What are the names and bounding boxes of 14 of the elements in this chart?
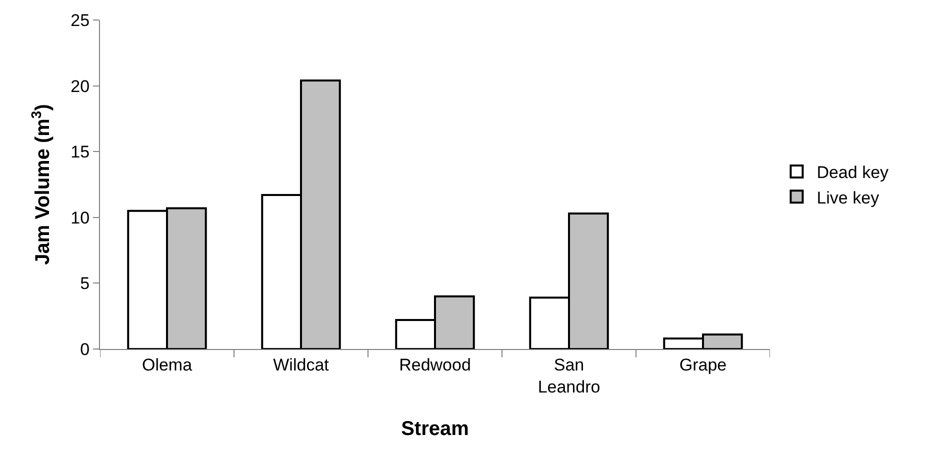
y-tick-label: 0 xyxy=(80,340,90,359)
y-tick-label: 10 xyxy=(70,208,90,228)
legend-label: Live key xyxy=(816,188,880,208)
y-tick-label: 15 xyxy=(70,142,90,162)
y-tick-label: 5 xyxy=(80,274,90,294)
x-tick-label: Redwood xyxy=(399,355,471,374)
x-tick-label: Olema xyxy=(142,355,193,374)
legend-label: Dead key xyxy=(816,163,890,182)
x-tick-label: Wildcat xyxy=(273,355,330,374)
x-axis-title: Stream xyxy=(401,418,469,440)
x-tick-label: San Leandro xyxy=(538,355,600,396)
x-tick-label: Grape xyxy=(679,355,727,374)
y-tick-label: 20 xyxy=(70,76,90,96)
y-tick-label: 25 xyxy=(70,10,90,30)
